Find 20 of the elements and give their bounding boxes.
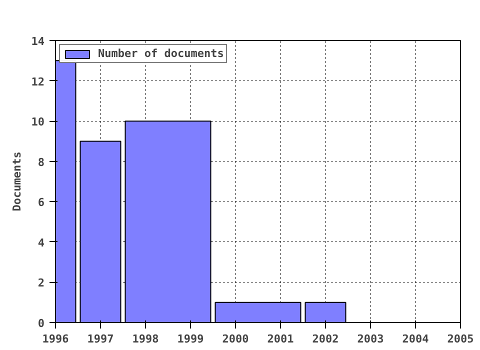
x-tick-label: 1996 — [42, 332, 70, 346]
y-tick-label: 8 — [38, 156, 44, 169]
y-tick-label: 0 — [38, 317, 44, 330]
x-tick-label: 1999 — [177, 332, 204, 346]
x-tick-label: 2001 — [267, 332, 294, 346]
x-tick-label: 2005 — [447, 332, 474, 346]
y-tick-label: 10 — [31, 116, 45, 129]
x-tick-label: 1997 — [87, 332, 114, 346]
y-tick-label: 14 — [31, 35, 45, 48]
y-tick-label: 2 — [38, 276, 44, 290]
x-tick-label: 2004 — [402, 332, 430, 346]
x-tick-label: 1998 — [132, 332, 159, 346]
y-tick-label: 6 — [38, 196, 45, 210]
x-tick-label: 2000 — [222, 332, 249, 346]
y-tick-label: 12 — [31, 75, 45, 88]
x-tick-label: 2002 — [312, 332, 339, 346]
legend-label: Number of documents — [98, 47, 224, 60]
y-tick-label: 4 — [38, 236, 45, 250]
x-tick-label: 2003 — [357, 332, 384, 346]
y-axis-title: Documents — [10, 152, 24, 212]
